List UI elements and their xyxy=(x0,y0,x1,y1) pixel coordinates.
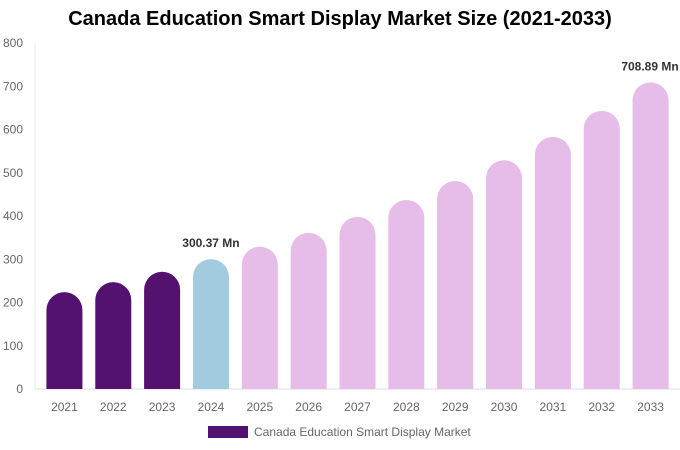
y-tick-label: 0 xyxy=(16,382,23,396)
chart-title: Canada Education Smart Display Market Si… xyxy=(68,8,612,30)
bar-2024 xyxy=(192,259,229,389)
legend-label: Canada Education Smart Display Market xyxy=(254,425,471,439)
data-label: 708.89 Mn xyxy=(621,59,678,73)
y-tick-label: 400 xyxy=(3,209,23,223)
x-tick-label: 2030 xyxy=(491,400,518,414)
bar-2033 xyxy=(632,82,669,389)
data-label: 300.37 Mn xyxy=(182,236,239,250)
x-tick-label: 2025 xyxy=(246,400,273,414)
legend: Canada Education Smart Display Market xyxy=(208,425,471,439)
x-tick-label: 2024 xyxy=(198,400,225,414)
y-tick-label: 300 xyxy=(3,252,23,266)
x-tick-label: 2029 xyxy=(442,400,469,414)
bar-2026 xyxy=(290,232,327,389)
bar-2027 xyxy=(339,216,376,389)
y-tick-label: 700 xyxy=(3,79,23,93)
bar-2030 xyxy=(486,160,523,389)
bar-2025 xyxy=(241,246,278,389)
x-tick-label: 2022 xyxy=(100,400,127,414)
y-tick-label: 500 xyxy=(3,166,23,180)
bar-2023 xyxy=(144,271,181,389)
x-tick-label: 2021 xyxy=(51,400,78,414)
y-tick-label: 800 xyxy=(3,36,23,50)
x-tick-label: 2023 xyxy=(149,400,176,414)
bar-2021 xyxy=(46,292,83,389)
x-tick-label: 2026 xyxy=(295,400,322,414)
x-tick-label: 2033 xyxy=(637,400,664,414)
bar-2032 xyxy=(583,110,620,389)
bar-2029 xyxy=(437,180,474,389)
x-tick-label: 2027 xyxy=(344,400,371,414)
y-tick-label: 200 xyxy=(3,296,23,310)
x-tick-label: 2031 xyxy=(540,400,567,414)
legend-swatch xyxy=(208,426,248,438)
bar-2031 xyxy=(534,136,571,389)
y-tick-label: 100 xyxy=(3,339,23,353)
bar-2028 xyxy=(388,199,425,389)
x-tick-label: 2032 xyxy=(588,400,615,414)
x-tick-label: 2028 xyxy=(393,400,420,414)
y-tick-label: 600 xyxy=(3,123,23,137)
bar-2022 xyxy=(95,282,132,389)
